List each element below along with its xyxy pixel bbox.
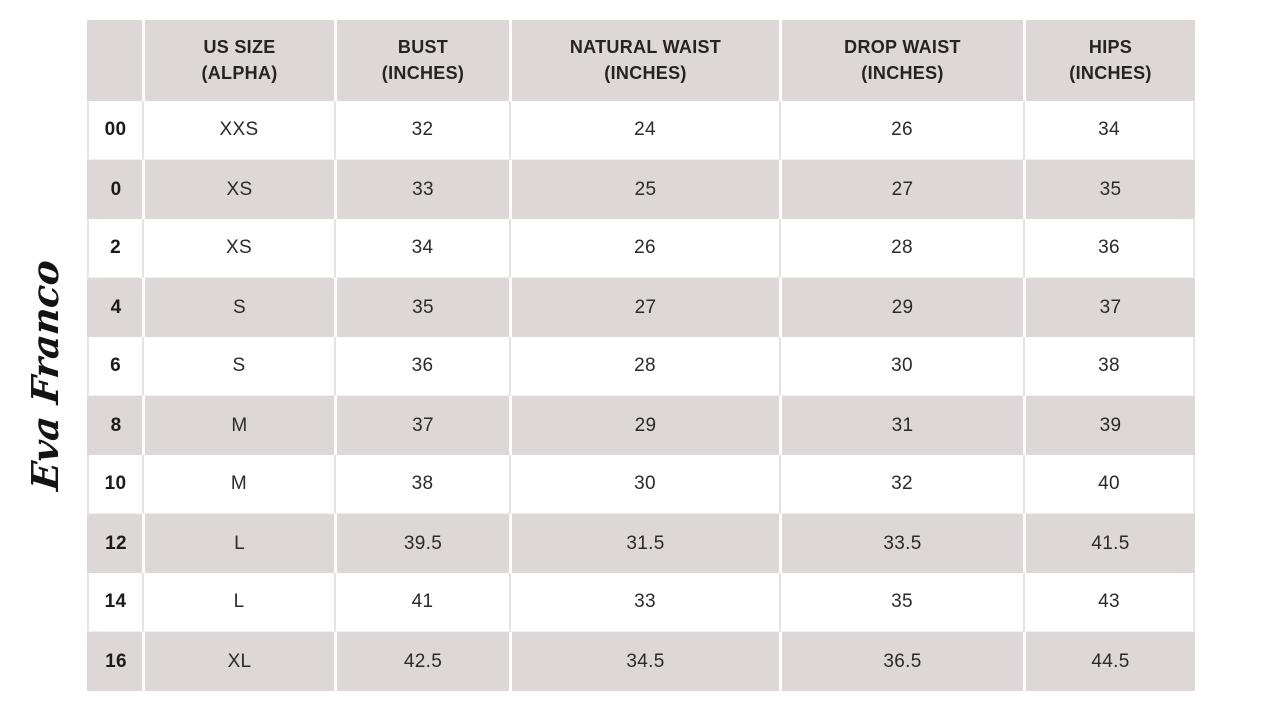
cell-us-size: 8 bbox=[87, 396, 142, 455]
size-chart-table: US SIZE (ALPHA) BUST (INCHES) NATURAL WA… bbox=[87, 20, 1195, 691]
cell-us-size: 14 bbox=[87, 573, 142, 632]
cell-alpha: L bbox=[142, 514, 334, 573]
cell-alpha: S bbox=[142, 337, 334, 396]
header-line: HIPS bbox=[1088, 37, 1133, 58]
cell-drop-waist: 31 bbox=[779, 396, 1023, 455]
table-row-16: 16 XL 42.5 34.5 36.5 44.5 bbox=[87, 632, 1195, 691]
cell-drop-waist: 27 bbox=[779, 160, 1023, 219]
header-drop-waist: DROP WAIST (INCHES) bbox=[779, 20, 1023, 101]
cell-bust: 32 bbox=[334, 101, 509, 160]
cell-alpha: XS bbox=[142, 219, 334, 278]
header-hips: HIPS (INCHES) bbox=[1023, 20, 1195, 101]
cell-us-size: 00 bbox=[87, 101, 142, 160]
header-line: (ALPHA) bbox=[201, 62, 278, 83]
header-line: (INCHES) bbox=[1069, 62, 1152, 83]
cell-hips: 38 bbox=[1023, 337, 1195, 396]
cell-hips: 35 bbox=[1023, 160, 1195, 219]
header-line: NATURAL WAIST bbox=[569, 37, 722, 58]
table-row-14: 14 L 41 33 35 43 bbox=[87, 573, 1195, 632]
cell-natural-waist: 33 bbox=[509, 573, 779, 632]
table-row-4: 4 S 35 27 29 37 bbox=[87, 278, 1195, 337]
cell-drop-waist: 36.5 bbox=[779, 632, 1023, 691]
cell-bust: 33 bbox=[334, 160, 509, 219]
cell-bust: 38 bbox=[334, 455, 509, 514]
cell-us-size: 0 bbox=[87, 160, 142, 219]
cell-alpha: XL bbox=[142, 632, 334, 691]
cell-hips: 39 bbox=[1023, 396, 1195, 455]
table-row-12: 12 L 39.5 31.5 33.5 41.5 bbox=[87, 514, 1195, 573]
cell-bust: 39.5 bbox=[334, 514, 509, 573]
cell-natural-waist: 25 bbox=[509, 160, 779, 219]
cell-us-size: 4 bbox=[87, 278, 142, 337]
table-row-00: 00 XXS 32 24 26 34 bbox=[87, 101, 1195, 160]
cell-alpha: S bbox=[142, 278, 334, 337]
header-line: US SIZE bbox=[203, 37, 276, 58]
cell-natural-waist: 30 bbox=[509, 455, 779, 514]
cell-alpha: XS bbox=[142, 160, 334, 219]
cell-hips: 36 bbox=[1023, 219, 1195, 278]
header-corner-cell bbox=[87, 20, 142, 101]
cell-alpha: XXS bbox=[142, 101, 334, 160]
cell-drop-waist: 35 bbox=[779, 573, 1023, 632]
header-line: (INCHES) bbox=[604, 62, 687, 83]
header-natural-waist: NATURAL WAIST (INCHES) bbox=[509, 20, 779, 101]
table-row-2: 2 XS 34 26 28 36 bbox=[87, 219, 1195, 278]
cell-alpha: L bbox=[142, 573, 334, 632]
cell-bust: 37 bbox=[334, 396, 509, 455]
cell-natural-waist: 34.5 bbox=[509, 632, 779, 691]
cell-drop-waist: 30 bbox=[779, 337, 1023, 396]
cell-hips: 43 bbox=[1023, 573, 1195, 632]
cell-alpha: M bbox=[142, 455, 334, 514]
cell-hips: 37 bbox=[1023, 278, 1195, 337]
cell-natural-waist: 31.5 bbox=[509, 514, 779, 573]
cell-natural-waist: 28 bbox=[509, 337, 779, 396]
header-us-size-alpha: US SIZE (ALPHA) bbox=[142, 20, 334, 101]
header-row: US SIZE (ALPHA) BUST (INCHES) NATURAL WA… bbox=[87, 20, 1195, 101]
cell-natural-waist: 26 bbox=[509, 219, 779, 278]
header-line: BUST bbox=[397, 37, 449, 58]
cell-drop-waist: 33.5 bbox=[779, 514, 1023, 573]
cell-bust: 41 bbox=[334, 573, 509, 632]
cell-natural-waist: 29 bbox=[509, 396, 779, 455]
table-row-8: 8 M 37 29 31 39 bbox=[87, 396, 1195, 455]
cell-drop-waist: 26 bbox=[779, 101, 1023, 160]
brand-logo-text: Eva Franco bbox=[23, 257, 67, 493]
cell-drop-waist: 29 bbox=[779, 278, 1023, 337]
cell-alpha: M bbox=[142, 396, 334, 455]
header-line: (INCHES) bbox=[381, 62, 465, 83]
cell-us-size: 10 bbox=[87, 455, 142, 514]
cell-us-size: 12 bbox=[87, 514, 142, 573]
cell-drop-waist: 32 bbox=[779, 455, 1023, 514]
table-row-10: 10 M 38 30 32 40 bbox=[87, 455, 1195, 514]
cell-us-size: 6 bbox=[87, 337, 142, 396]
cell-bust: 36 bbox=[334, 337, 509, 396]
table-row-0: 0 XS 33 25 27 35 bbox=[87, 160, 1195, 219]
cell-natural-waist: 24 bbox=[509, 101, 779, 160]
cell-hips: 44.5 bbox=[1023, 632, 1195, 691]
cell-bust: 34 bbox=[334, 219, 509, 278]
cell-bust: 35 bbox=[334, 278, 509, 337]
cell-hips: 41.5 bbox=[1023, 514, 1195, 573]
cell-us-size: 16 bbox=[87, 632, 142, 691]
cell-hips: 40 bbox=[1023, 455, 1195, 514]
cell-us-size: 2 bbox=[87, 219, 142, 278]
header-line: DROP WAIST bbox=[844, 37, 961, 58]
header-line: (INCHES) bbox=[861, 62, 944, 83]
cell-natural-waist: 27 bbox=[509, 278, 779, 337]
header-bust: BUST (INCHES) bbox=[334, 20, 509, 101]
cell-drop-waist: 28 bbox=[779, 219, 1023, 278]
cell-bust: 42.5 bbox=[334, 632, 509, 691]
table-row-6: 6 S 36 28 30 38 bbox=[87, 337, 1195, 396]
brand-logo: Eva Franco bbox=[15, 258, 75, 492]
cell-hips: 34 bbox=[1023, 101, 1195, 160]
